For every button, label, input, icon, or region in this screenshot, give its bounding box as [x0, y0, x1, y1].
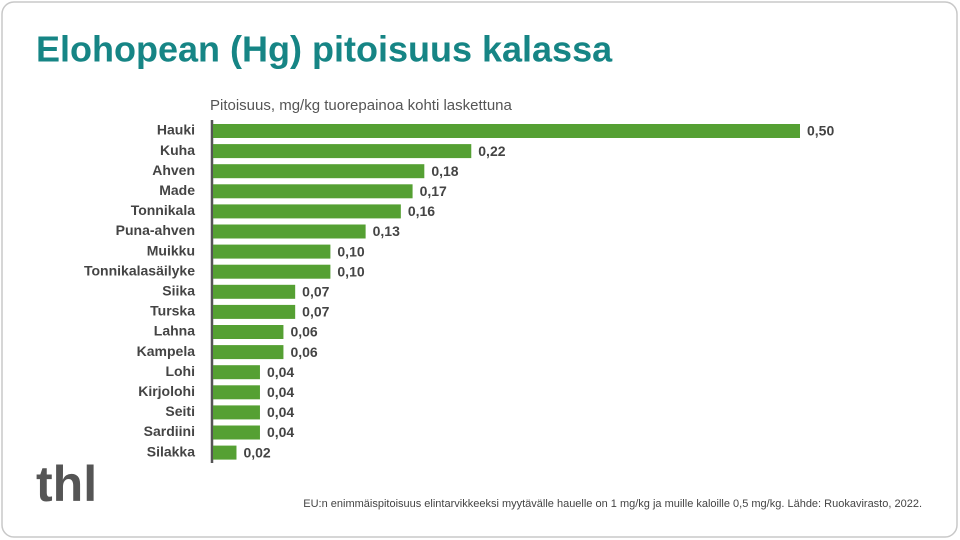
bar — [213, 425, 260, 440]
chart-subtitle: Pitoisuus, mg/kg tuorepainoa kohti laske… — [210, 97, 513, 114]
value-label: 0,22 — [478, 143, 505, 159]
category-label: Kuha — [160, 142, 195, 158]
bar — [213, 204, 401, 219]
bar — [213, 144, 472, 159]
value-label: 0,02 — [243, 444, 270, 460]
value-label: 0,04 — [267, 364, 294, 380]
value-label: 0,50 — [807, 123, 834, 139]
bar — [213, 304, 296, 319]
value-label: 0,06 — [290, 324, 317, 340]
category-label: Ahven — [152, 162, 195, 178]
value-label: 0,10 — [337, 243, 364, 259]
bar — [213, 164, 425, 179]
category-label: Turska — [150, 303, 195, 319]
bar — [213, 325, 284, 339]
category-label: Kampela — [137, 343, 196, 359]
bar — [213, 445, 237, 460]
category-label: Tonnikalasäilyke — [84, 262, 195, 278]
category-label: Siika — [162, 283, 195, 299]
category-label: Silakka — [147, 443, 195, 459]
value-label: 0,07 — [302, 304, 329, 320]
category-label: Muikku — [147, 242, 195, 258]
logo: thl — [36, 456, 97, 512]
chart-title: Elohopean (Hg) pitoisuus kalassa — [36, 29, 613, 70]
category-label: Hauki — [157, 122, 195, 138]
value-label: 0,06 — [290, 344, 317, 360]
category-label: Made — [159, 182, 195, 198]
bar — [213, 345, 284, 360]
value-label: 0,04 — [267, 404, 294, 420]
value-label: 0,07 — [302, 284, 329, 300]
category-label: Lahna — [154, 323, 195, 339]
bar — [213, 124, 800, 138]
category-label: Sardiini — [144, 423, 195, 439]
footnote: EU:n enimmäispitoisuus elintarvikkeeksi … — [303, 498, 922, 510]
bar — [213, 385, 260, 400]
category-label: Lohi — [165, 363, 195, 379]
category-label: Tonnikala — [131, 202, 196, 218]
value-label: 0,16 — [408, 203, 435, 219]
value-label: 0,18 — [431, 163, 458, 179]
category-label: Puna-ahven — [116, 222, 195, 238]
bar — [213, 224, 366, 239]
bar — [213, 264, 331, 279]
category-label: Kirjolohi — [138, 383, 195, 399]
value-label: 0,04 — [267, 384, 294, 400]
bar — [213, 244, 331, 259]
bar — [213, 405, 260, 420]
category-label: Seiti — [165, 403, 195, 419]
value-label: 0,13 — [373, 223, 400, 239]
bar — [213, 365, 260, 380]
bar — [213, 184, 413, 199]
bar — [213, 284, 296, 299]
value-label: 0,04 — [267, 424, 294, 440]
value-label: 0,17 — [420, 183, 447, 199]
value-label: 0,10 — [337, 263, 364, 279]
